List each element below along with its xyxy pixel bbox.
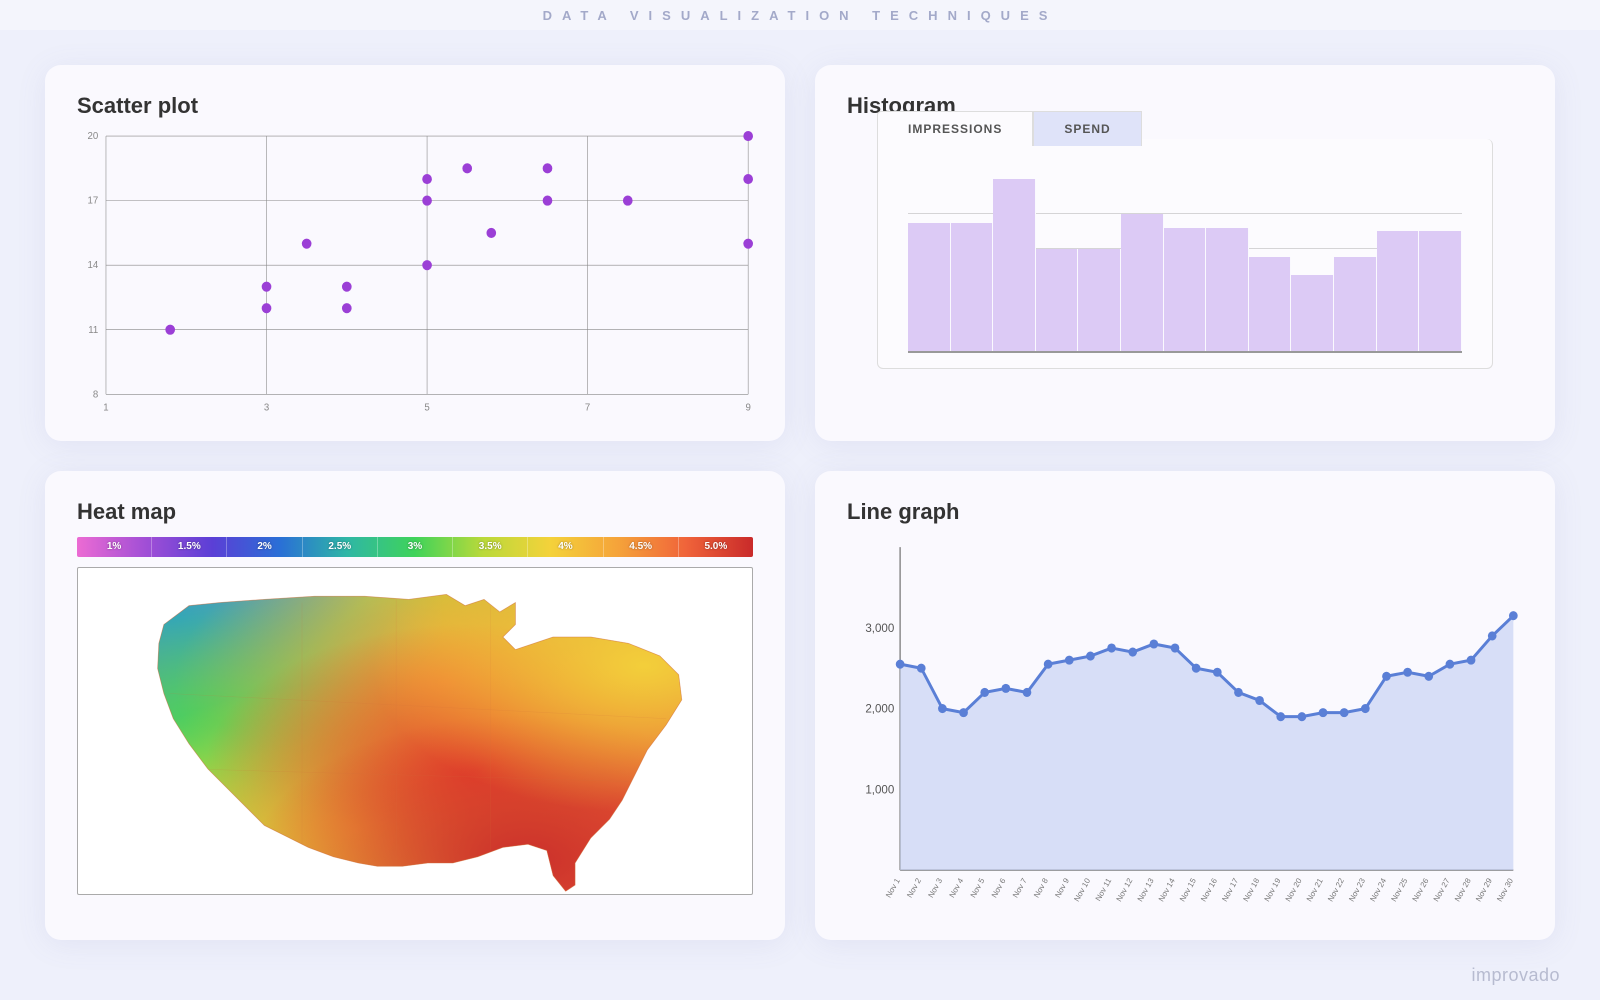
scatter-plot-area: 8 11 14 17 20 1 3 5 7 9 xyxy=(77,131,753,415)
scatter-svg: 8 11 14 17 20 1 3 5 7 9 xyxy=(77,131,753,415)
svg-text:Nov 14: Nov 14 xyxy=(1157,876,1177,903)
svg-text:Nov 8: Nov 8 xyxy=(1032,876,1050,899)
svg-text:Nov 7: Nov 7 xyxy=(1011,876,1029,899)
svg-text:Nov 19: Nov 19 xyxy=(1263,876,1283,903)
svg-text:Nov 2: Nov 2 xyxy=(905,876,923,899)
histogram-bar xyxy=(1419,231,1462,353)
svg-text:Nov 30: Nov 30 xyxy=(1495,876,1515,903)
svg-text:Nov 18: Nov 18 xyxy=(1241,876,1261,903)
heatmap-legend-tick: 4.5% xyxy=(603,537,678,557)
histogram-panel: IMPRESSIONS SPEND xyxy=(877,139,1493,369)
heatmap-legend-tick: 2% xyxy=(226,537,301,557)
histogram-bars xyxy=(908,179,1462,353)
histogram-bar xyxy=(1377,231,1420,353)
svg-text:Nov 25: Nov 25 xyxy=(1389,876,1409,903)
svg-text:Nov 27: Nov 27 xyxy=(1432,876,1452,903)
linegraph-svg: 1,000 2,000 3,000 Nov 1Nov 2Nov 3Nov 4Nov 5… xyxy=(847,537,1523,910)
svg-text:Nov 24: Nov 24 xyxy=(1368,876,1388,903)
svg-text:Nov 13: Nov 13 xyxy=(1136,876,1156,903)
histogram-card: Histogram IMPRESSIONS SPEND xyxy=(815,65,1555,441)
svg-text:2,000: 2,000 xyxy=(865,701,894,715)
svg-text:Nov 1: Nov 1 xyxy=(884,876,902,899)
svg-text:Nov 12: Nov 12 xyxy=(1115,876,1135,903)
histogram-bar xyxy=(1206,228,1249,353)
heatmap-legend: 1%1.5%2%2.5%3%3.5%4%4.5%5.0% xyxy=(77,537,753,557)
svg-text:Nov 22: Nov 22 xyxy=(1326,876,1346,903)
histogram-bar xyxy=(1164,228,1207,353)
svg-text:9: 9 xyxy=(745,402,751,413)
heatmap-card: Heat map 1%1.5%2%2.5%3%3.5%4%4.5%5.0% xyxy=(45,471,785,940)
linegraph-card: Line graph 1,0002,0003,000Nov 1Nov 2Nov … xyxy=(815,471,1555,940)
histogram-bar xyxy=(1334,257,1377,353)
histogram-bar xyxy=(1078,249,1121,353)
svg-text:Nov 11: Nov 11 xyxy=(1094,876,1114,902)
heatmap-legend-tick: 1% xyxy=(77,537,151,557)
svg-text:1: 1 xyxy=(103,402,109,413)
svg-text:Nov 17: Nov 17 xyxy=(1220,876,1240,903)
page-header: DATA VISUALIZATION TECHNIQUES xyxy=(0,0,1600,30)
tab-impressions[interactable]: IMPRESSIONS xyxy=(877,111,1033,146)
histogram-bar xyxy=(1249,257,1292,353)
svg-text:17: 17 xyxy=(88,195,99,206)
svg-text:14: 14 xyxy=(88,260,99,271)
scatter-card: Scatter plot 8 11 14 17 20 1 3 5 7 9 xyxy=(45,65,785,441)
histogram-bar xyxy=(1291,275,1334,353)
svg-text:1,000: 1,000 xyxy=(865,782,894,796)
svg-text:Nov 28: Nov 28 xyxy=(1453,876,1473,903)
heatmap-legend-tick: 3% xyxy=(377,537,452,557)
svg-text:Nov 5: Nov 5 xyxy=(969,876,987,899)
heatmap-svg xyxy=(78,568,752,894)
svg-text:Nov 16: Nov 16 xyxy=(1199,876,1219,903)
svg-text:Nov 6: Nov 6 xyxy=(990,876,1008,899)
svg-text:3,000: 3,000 xyxy=(865,620,894,634)
svg-text:11: 11 xyxy=(88,325,98,336)
svg-text:5: 5 xyxy=(424,402,430,413)
scatter-title: Scatter plot xyxy=(77,93,753,119)
footer-logo: improvado xyxy=(1471,965,1560,986)
svg-text:8: 8 xyxy=(93,389,99,400)
histogram-bar xyxy=(908,223,951,354)
svg-text:Nov 15: Nov 15 xyxy=(1178,876,1198,903)
histogram-baseline xyxy=(908,351,1462,353)
histogram-bar xyxy=(951,223,994,354)
svg-text:Nov 23: Nov 23 xyxy=(1347,876,1367,903)
svg-text:3: 3 xyxy=(264,402,270,413)
histogram-bar xyxy=(1121,214,1164,353)
histogram-tabs: IMPRESSIONS SPEND xyxy=(877,111,1142,146)
svg-text:Nov 21: Nov 21 xyxy=(1305,876,1325,903)
svg-text:Nov 29: Nov 29 xyxy=(1474,876,1494,903)
svg-text:Nov 3: Nov 3 xyxy=(926,876,944,899)
histogram-chart-area xyxy=(908,179,1462,353)
histogram-bar xyxy=(993,179,1036,353)
heatmap-legend-tick: 4% xyxy=(527,537,602,557)
svg-text:Nov 4: Nov 4 xyxy=(948,876,966,899)
svg-text:Nov 9: Nov 9 xyxy=(1053,876,1071,899)
svg-text:Nov 20: Nov 20 xyxy=(1284,876,1304,903)
svg-text:20: 20 xyxy=(88,131,99,142)
heatmap-map xyxy=(77,567,753,895)
heatmap-legend-tick: 1.5% xyxy=(151,537,226,557)
tab-spend[interactable]: SPEND xyxy=(1033,111,1141,146)
svg-text:Nov 26: Nov 26 xyxy=(1411,876,1431,903)
svg-text:Nov 10: Nov 10 xyxy=(1072,876,1092,903)
svg-text:7: 7 xyxy=(585,402,590,413)
chart-grid: Scatter plot 8 11 14 17 20 1 3 5 7 9 Histogram IM… xyxy=(0,30,1600,1000)
heatmap-legend-tick: 2.5% xyxy=(302,537,377,557)
heatmap-legend-tick: 5.0% xyxy=(678,537,753,557)
histogram-bar xyxy=(1036,249,1079,353)
heatmap-legend-tick: 3.5% xyxy=(452,537,527,557)
linegraph-title: Line graph xyxy=(847,499,1523,525)
heatmap-title: Heat map xyxy=(77,499,753,525)
linegraph-area: 1,000 2,000 3,000 Nov 1Nov 2Nov 3Nov 4Nov 5… xyxy=(847,537,1523,910)
